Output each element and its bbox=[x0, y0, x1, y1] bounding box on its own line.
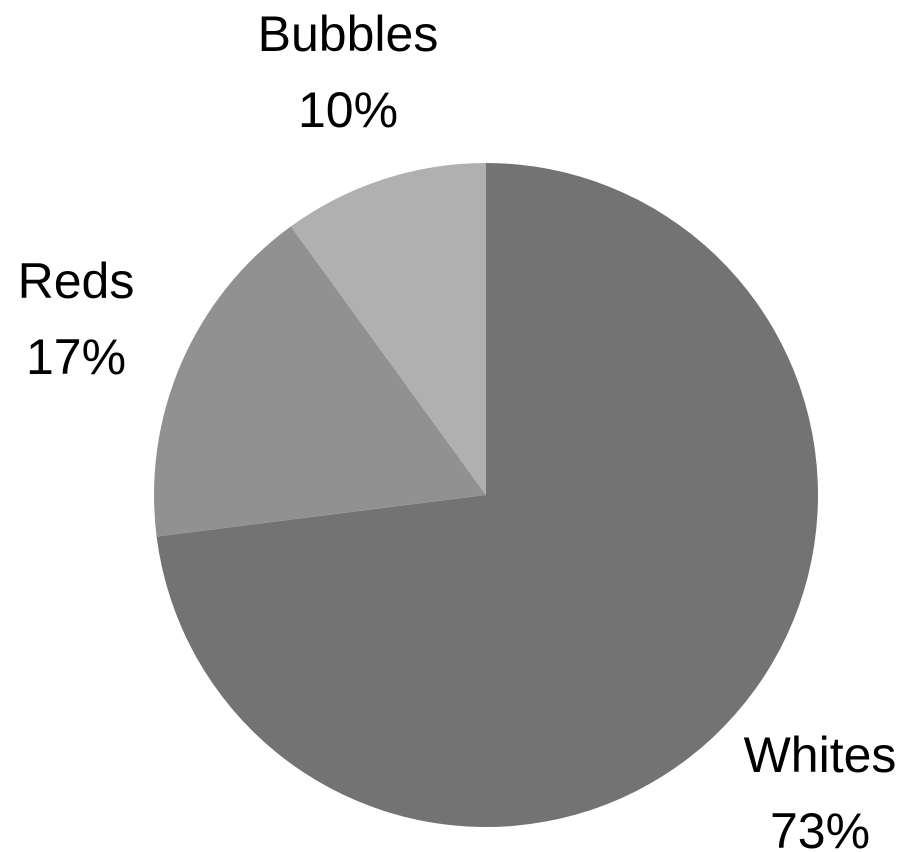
pie-slice-bubbles bbox=[290, 163, 486, 495]
pie-labels: Whites 73% Reds 17% Bubbles 10% bbox=[18, 6, 897, 852]
slice-label-bubbles: Bubbles bbox=[258, 6, 439, 62]
slice-label-whites: Whites bbox=[744, 727, 897, 783]
pie-slice-reds bbox=[154, 226, 486, 537]
slice-value-whites: 73% bbox=[770, 803, 870, 852]
pie-slice-whites bbox=[156, 163, 819, 827]
slice-value-reds: 17% bbox=[26, 329, 126, 385]
slice-label-reds: Reds bbox=[18, 253, 135, 309]
slice-value-bubbles: 10% bbox=[298, 82, 398, 138]
pie-slices bbox=[154, 163, 819, 827]
